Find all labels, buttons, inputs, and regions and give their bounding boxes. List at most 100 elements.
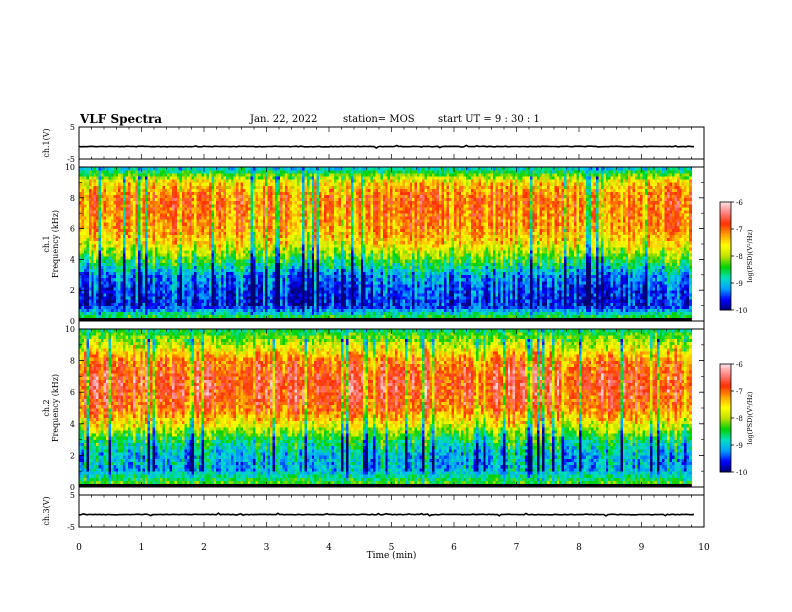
heatmap-cell: [191, 231, 195, 236]
heatmap-cell: [304, 207, 308, 211]
heatmap-cell: [230, 314, 234, 319]
heatmap-cell: [150, 200, 153, 205]
heatmap-cell: [172, 210, 175, 214]
heatmap-cell: [177, 271, 180, 276]
heatmap-cell: [101, 200, 104, 205]
heatmap-cell: [282, 207, 286, 211]
heatmap-cell: [260, 182, 264, 186]
heatmap-cell: [282, 200, 286, 205]
heatmap-cell: [252, 311, 256, 316]
heatmap-cell: [262, 284, 266, 288]
heatmap-cell: [189, 247, 192, 251]
heatmap-cell: [181, 265, 185, 269]
heatmap-cell: [113, 216, 117, 220]
heatmap-cell: [289, 305, 293, 309]
heatmap-cell: [233, 256, 237, 260]
heatmap-cell: [108, 219, 112, 223]
heatmap-cell: [181, 216, 185, 220]
heatmap-cell: [186, 256, 190, 260]
heatmap-cell: [169, 225, 173, 229]
heatmap-cell: [152, 188, 156, 192]
heatmap-cell: [172, 231, 175, 236]
heatmap-cell: [235, 194, 239, 199]
heatmap-cell: [154, 237, 158, 242]
heatmap-cell: [103, 284, 107, 288]
heatmap-cell: [128, 256, 131, 260]
heatmap-cell: [279, 231, 283, 236]
heatmap-cell: [115, 222, 119, 226]
heatmap-cell: [255, 293, 259, 297]
heatmap-cell: [79, 200, 82, 205]
heatmap-cell: [184, 302, 188, 306]
heatmap-cell: [294, 274, 298, 279]
heatmap-cell: [177, 268, 180, 273]
heatmap-cell: [267, 268, 271, 273]
heatmap-cell: [103, 296, 107, 300]
heatmap-cell: [233, 210, 237, 214]
heatmap-cell: [248, 280, 251, 285]
heatmap-cell: [147, 222, 151, 226]
heatmap-cell: [250, 200, 254, 205]
heatmap-cell: [311, 259, 315, 263]
heatmap-cell: [189, 244, 192, 248]
heatmap-cell: [233, 231, 237, 236]
heatmap-cell: [154, 185, 158, 189]
heatmap-cell: [304, 167, 308, 171]
heatmap-cell: [184, 170, 188, 174]
heatmap-cell: [145, 308, 148, 313]
heatmap-cell: [275, 299, 278, 303]
heatmap-cell: [277, 308, 281, 313]
heatmap-cell: [125, 237, 129, 242]
heatmap-cell: [177, 296, 180, 300]
heatmap-cell: [172, 194, 175, 199]
heatmap-cell: [83, 210, 87, 214]
heatmap-cell: [177, 182, 180, 186]
heatmap-cell: [248, 222, 251, 226]
chart-title: VLF Spectra: [80, 112, 162, 126]
heatmap-cell: [154, 240, 158, 245]
heatmap-cell: [292, 280, 295, 285]
heatmap-cell: [115, 287, 119, 291]
heatmap-cell: [235, 296, 239, 300]
heatmap-cell: [199, 314, 202, 319]
heatmap-cell: [199, 296, 202, 300]
heatmap-cell: [157, 299, 161, 303]
heatmap-cell: [93, 274, 97, 279]
heatmap-cell: [299, 191, 303, 196]
heatmap-cell: [228, 244, 232, 248]
heatmap-cell: [125, 188, 129, 192]
heatmap-cell: [167, 188, 170, 192]
heatmap-cell: [196, 290, 200, 294]
heatmap-cell: [88, 176, 92, 180]
heatmap-cell: [267, 262, 271, 266]
heatmap-cell: [108, 222, 112, 226]
heatmap-cell: [83, 244, 87, 248]
heatmap-cell: [279, 197, 283, 202]
heatmap-cell: [181, 293, 185, 297]
heatmap-cell: [157, 268, 161, 273]
heatmap-cell: [79, 262, 82, 266]
heatmap-cell: [191, 277, 195, 282]
heatmap-cell: [267, 240, 271, 245]
heatmap-cell: [306, 308, 310, 313]
heatmap-cell: [91, 194, 94, 199]
heatmap-cell: [123, 265, 126, 269]
heatmap-cell: [299, 299, 303, 303]
heatmap-cell: [297, 188, 300, 192]
heatmap-cell: [154, 290, 158, 294]
heatmap-cell: [230, 170, 234, 174]
heatmap-cell: [157, 231, 161, 236]
heatmap-cell: [238, 185, 241, 189]
heatmap-cell: [174, 176, 178, 180]
heatmap-cell: [282, 170, 286, 174]
heatmap-cell: [294, 308, 298, 313]
heatmap-cell: [120, 231, 124, 236]
heatmap-cell: [154, 314, 158, 319]
heatmap-cell: [108, 167, 112, 171]
heatmap-cell: [248, 277, 251, 282]
heatmap-cell: [235, 277, 239, 282]
heatmap-cell: [235, 222, 239, 226]
heatmap-cell: [279, 170, 283, 174]
heatmap-cell: [304, 213, 308, 217]
heatmap-cell: [243, 207, 246, 211]
